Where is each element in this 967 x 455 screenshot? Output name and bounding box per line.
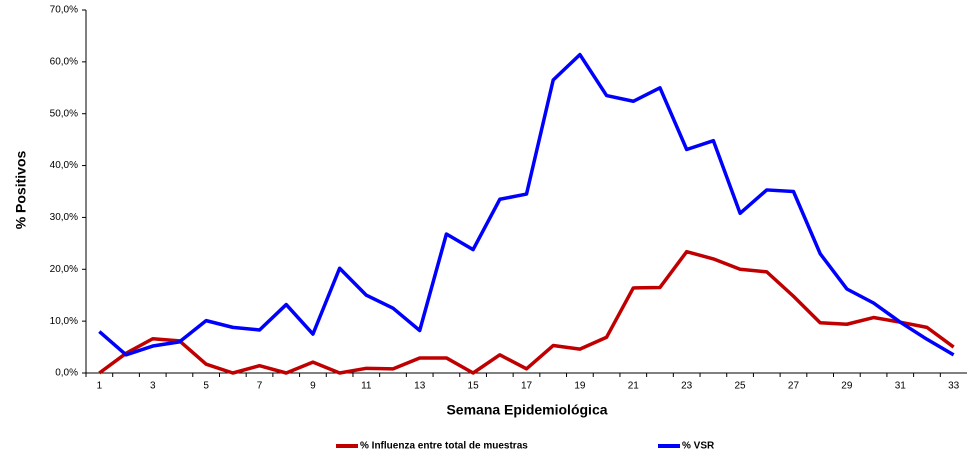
y-tick-label: 30,0% — [50, 212, 78, 223]
x-tick-label: 13 — [414, 381, 426, 392]
x-tick-label: 21 — [628, 381, 640, 392]
y-axis-title: % Positivos — [13, 151, 29, 230]
x-tick-label: 19 — [574, 381, 586, 392]
series-line — [98, 249, 955, 375]
x-tick-label: 5 — [203, 381, 209, 392]
y-tick-label: 60,0% — [50, 56, 78, 67]
series-line — [98, 52, 955, 357]
y-tick-label: 20,0% — [50, 264, 78, 275]
x-tick-label: 23 — [681, 381, 693, 392]
x-axis-title: Semana Epidemiológica — [446, 402, 607, 418]
legend-label: % Influenza entre total de muestras — [360, 441, 528, 452]
y-tick-label: 70,0% — [50, 5, 78, 16]
x-tick-label: 7 — [257, 381, 263, 392]
x-tick-label: 11 — [361, 381, 372, 392]
x-tick-label: 29 — [841, 381, 853, 392]
x-tick-label: 3 — [150, 381, 156, 392]
x-tick-label: 15 — [468, 381, 480, 392]
x-tick-label: 31 — [895, 381, 907, 392]
x-tick-label: 9 — [310, 381, 316, 392]
x-tick-label: 27 — [788, 381, 800, 392]
y-tick-label: 10,0% — [50, 316, 78, 327]
y-tick-label: 40,0% — [50, 160, 78, 171]
x-tick-label: 25 — [735, 381, 747, 392]
x-tick-label: 17 — [521, 381, 533, 392]
legend-label: % VSR — [682, 441, 715, 452]
x-tick-label: 1 — [97, 381, 103, 392]
y-tick-label: 0,0% — [55, 368, 78, 379]
y-tick-label: 50,0% — [50, 108, 78, 119]
x-tick-label: 33 — [948, 381, 960, 392]
